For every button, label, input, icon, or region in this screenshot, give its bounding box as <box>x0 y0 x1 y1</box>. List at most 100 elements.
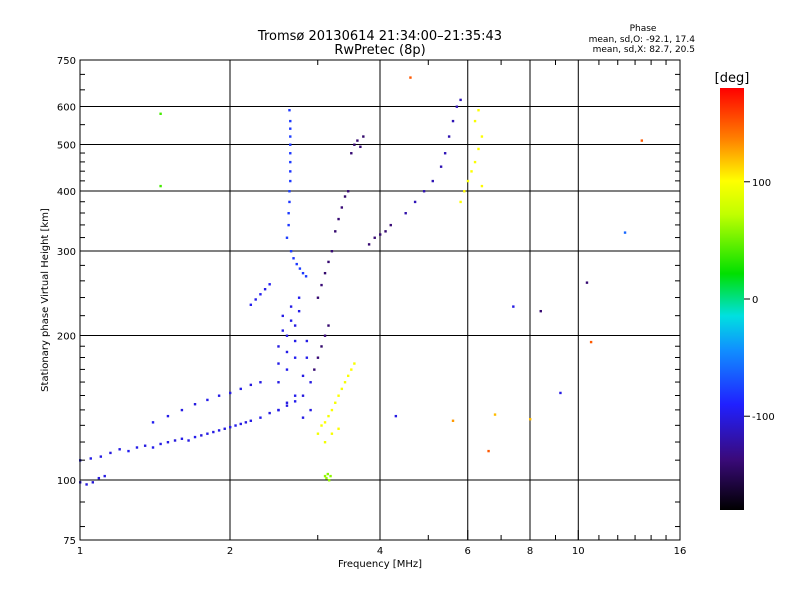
data-point <box>539 309 542 313</box>
data-points <box>79 76 644 486</box>
data-point <box>323 271 327 275</box>
data-point <box>320 424 323 427</box>
colorbar-ticks: 100 0 -100 <box>744 178 775 423</box>
data-point <box>373 236 376 239</box>
x-tick-label: 10 <box>572 546 585 557</box>
data-point <box>97 476 101 480</box>
data-point <box>473 160 477 164</box>
data-point <box>353 143 356 146</box>
data-point <box>159 112 162 115</box>
data-point <box>285 334 289 337</box>
data-point <box>289 179 292 183</box>
data-point <box>289 143 292 146</box>
data-point <box>459 200 462 204</box>
x-tick-label: 8 <box>527 546 533 557</box>
y-tick-label: 600 <box>57 103 76 114</box>
data-point <box>447 135 451 138</box>
data-point <box>297 309 301 313</box>
data-point <box>277 362 280 365</box>
data-point <box>118 448 121 451</box>
data-point <box>285 368 289 371</box>
y-tick-label: 300 <box>57 247 76 258</box>
data-point <box>301 416 305 419</box>
data-point <box>109 451 112 455</box>
y-tick-label: 750 <box>57 56 76 67</box>
data-point <box>289 250 293 253</box>
data-point <box>89 457 92 460</box>
data-point <box>451 119 455 123</box>
data-point <box>559 391 562 395</box>
data-point <box>244 421 248 424</box>
data-point <box>316 296 320 299</box>
x-tick-label: 16 <box>674 546 687 557</box>
data-point <box>277 381 280 384</box>
data-point <box>135 446 139 449</box>
data-point <box>459 98 462 102</box>
data-point <box>166 441 170 444</box>
data-point <box>285 236 289 239</box>
colorbar-tick-label: 0 <box>752 295 758 306</box>
data-point <box>329 474 332 478</box>
data-point <box>289 119 292 123</box>
data-point <box>292 257 295 260</box>
data-point <box>323 334 327 337</box>
data-point <box>313 368 316 371</box>
data-point <box>143 444 147 447</box>
data-point <box>180 408 184 412</box>
data-point <box>330 408 334 412</box>
data-point <box>466 179 470 183</box>
colorbar-tick-label: -100 <box>752 412 775 423</box>
data-point <box>103 474 106 478</box>
colorbar <box>720 88 744 510</box>
data-point <box>451 419 455 422</box>
data-point <box>229 425 232 429</box>
data-point <box>477 109 480 112</box>
data-point <box>301 374 305 378</box>
data-point <box>337 217 340 221</box>
data-point <box>285 350 289 354</box>
data-point <box>268 411 271 415</box>
data-point <box>413 200 417 204</box>
data-point <box>173 439 177 442</box>
data-point <box>285 404 289 407</box>
data-point <box>288 190 291 193</box>
data-point <box>249 383 253 387</box>
data-point <box>640 139 644 142</box>
y-axis-label: Stationary phase Virtual Height [km] <box>40 208 51 392</box>
data-point <box>343 381 347 384</box>
data-point <box>470 170 473 173</box>
data-point <box>289 160 292 164</box>
data-point <box>394 414 398 418</box>
y-tick-label: 200 <box>57 332 76 343</box>
data-point <box>229 391 232 395</box>
data-point <box>340 387 344 391</box>
data-point <box>304 275 308 278</box>
data-point <box>127 449 130 453</box>
data-point <box>327 324 330 327</box>
x-tick-label: 1 <box>77 546 83 557</box>
data-point <box>277 408 280 412</box>
chart-title: Tromsø 20130614 21:34:00–21:35:43 <box>257 29 502 44</box>
data-point <box>268 283 271 286</box>
data-point <box>293 394 297 397</box>
data-point <box>85 483 88 486</box>
data-point <box>289 135 292 138</box>
data-point <box>320 345 323 348</box>
colorbar-label: [deg] <box>715 71 750 86</box>
data-point <box>263 288 267 291</box>
data-point <box>337 394 340 397</box>
data-point <box>356 139 359 142</box>
data-point <box>212 430 215 434</box>
data-point <box>277 345 280 348</box>
data-point <box>323 474 327 478</box>
data-point <box>334 230 337 233</box>
data-point <box>325 476 328 480</box>
data-point <box>305 339 309 343</box>
data-point <box>305 356 309 359</box>
data-point <box>206 398 209 402</box>
data-point <box>389 223 392 227</box>
colorbar-tick-label: 100 <box>752 178 771 189</box>
data-point <box>350 152 353 155</box>
x-axis-label: Frequency [MHz] <box>338 559 422 570</box>
